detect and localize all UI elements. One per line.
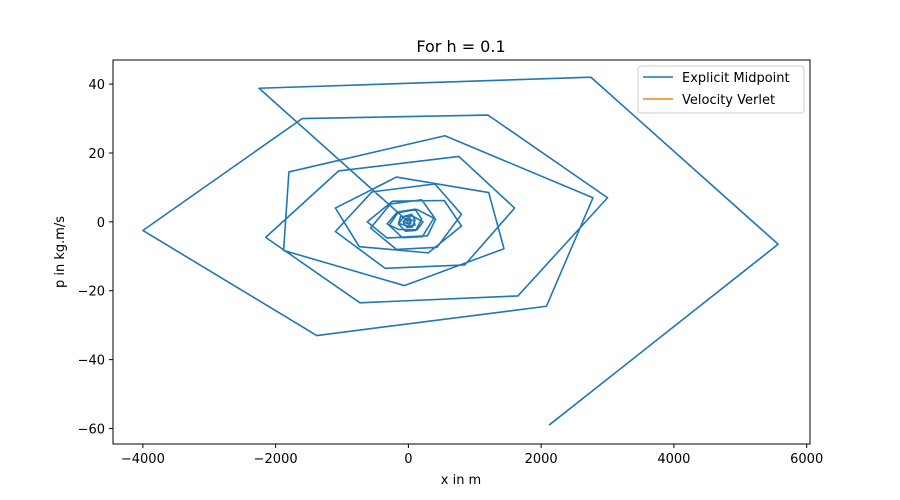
x-tick-label: −2000	[254, 452, 298, 467]
legend-box	[637, 65, 805, 114]
y-tick-label: −40	[78, 354, 105, 369]
legend: Explicit Midpoint Velocity Verlet	[637, 65, 805, 114]
y-tick-label: −20	[78, 285, 105, 300]
x-axis-ticks: −4000 −2000 0 2000 4000 6000	[121, 444, 823, 467]
x-tick-label: 4000	[657, 452, 690, 467]
legend-label-velocity-verlet: Velocity Verlet	[682, 93, 775, 108]
axes-frame	[112, 59, 811, 445]
x-tick-label: −4000	[121, 452, 165, 467]
chart-title: For h = 0.1	[416, 37, 505, 56]
x-tick-label: 2000	[525, 452, 558, 467]
y-tick-label: −60	[78, 423, 105, 438]
plot-series	[142, 76, 779, 426]
x-tick-label: 6000	[790, 452, 823, 467]
y-axis-ticks: −60 −40 −20 0 20 40	[78, 78, 113, 438]
series-line-explicit-midpoint	[142, 76, 779, 426]
legend-label-explicit-midpoint: Explicit Midpoint	[682, 71, 790, 86]
x-tick-label: 0	[404, 452, 412, 467]
y-tick-label: 40	[88, 78, 105, 93]
y-axis-label: p in kg.m/s	[53, 216, 68, 288]
y-tick-label: 20	[88, 147, 105, 162]
x-axis-label: x in m	[441, 473, 481, 488]
y-tick-label: 0	[97, 216, 105, 231]
